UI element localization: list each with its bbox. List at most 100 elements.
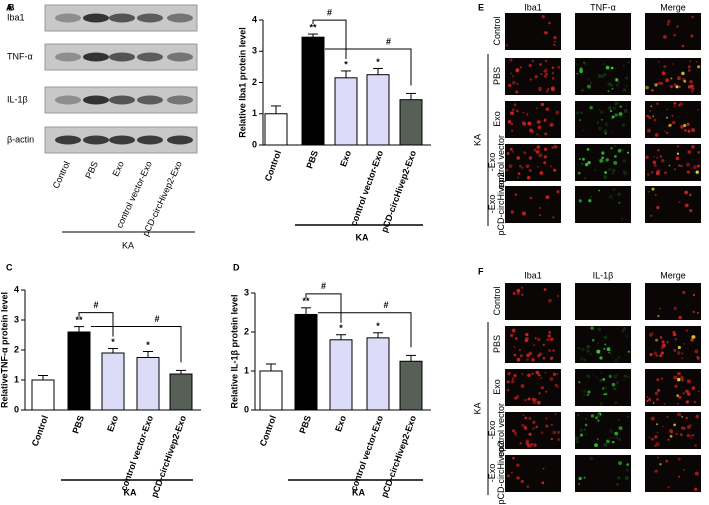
cell xyxy=(529,444,532,448)
cell xyxy=(600,110,604,114)
cell xyxy=(647,128,651,133)
cell xyxy=(673,83,677,87)
cell xyxy=(607,106,612,111)
cell xyxy=(538,120,542,124)
cell xyxy=(555,146,558,149)
cell xyxy=(548,349,551,352)
cell xyxy=(604,171,607,174)
micrograph xyxy=(575,101,631,138)
cell xyxy=(537,373,541,377)
cell xyxy=(594,443,598,447)
cell xyxy=(657,148,660,152)
cell xyxy=(686,379,691,384)
cell xyxy=(685,329,688,332)
y-tick-label: 0 xyxy=(244,404,249,414)
cell xyxy=(579,433,584,437)
cell xyxy=(550,356,554,360)
cell xyxy=(603,348,606,350)
cell xyxy=(649,110,652,113)
cell xyxy=(612,436,615,439)
bar xyxy=(366,337,390,411)
cell xyxy=(681,379,684,382)
cell xyxy=(623,379,626,382)
cell xyxy=(600,352,603,355)
cell xyxy=(617,102,620,105)
cell xyxy=(506,152,510,155)
cell xyxy=(650,416,655,421)
cell xyxy=(522,122,527,126)
blot-band xyxy=(109,52,135,62)
cell xyxy=(606,347,611,352)
cell xyxy=(549,337,554,342)
cell xyxy=(671,63,674,65)
cell xyxy=(528,63,532,68)
significance-label: ** xyxy=(75,315,83,325)
cell xyxy=(535,107,538,110)
cell xyxy=(557,430,560,434)
cell xyxy=(544,132,548,136)
cell xyxy=(505,44,509,47)
bar xyxy=(259,370,283,411)
cell xyxy=(676,152,680,155)
comparison-label: # xyxy=(154,314,159,324)
cell xyxy=(650,105,653,108)
micrograph xyxy=(645,283,701,320)
cell xyxy=(625,354,628,356)
cell xyxy=(623,171,628,176)
cell xyxy=(613,144,617,148)
micrograph xyxy=(505,283,561,320)
y-tick-label: 1 xyxy=(14,374,19,384)
cell xyxy=(613,160,618,165)
y-tick-label: 2 xyxy=(252,77,257,87)
cell xyxy=(521,293,524,296)
cell xyxy=(505,168,509,172)
cell xyxy=(535,370,540,375)
cell xyxy=(584,62,588,66)
cell xyxy=(602,387,605,390)
row-label: pCD-circHivep2-Exo xyxy=(487,441,506,504)
cell xyxy=(545,72,548,75)
cell xyxy=(548,298,552,303)
cell xyxy=(587,78,590,81)
cell xyxy=(550,86,555,91)
cell xyxy=(509,111,513,115)
cell xyxy=(687,85,692,89)
cell xyxy=(651,187,655,191)
cell xyxy=(676,394,680,397)
cell xyxy=(612,387,617,391)
y-tick-label: 0 xyxy=(252,139,257,149)
x-tick-label: pCD-circHivep2-Exo xyxy=(149,414,188,499)
cell xyxy=(529,78,532,81)
cell xyxy=(543,161,547,165)
cell xyxy=(681,352,684,355)
bar xyxy=(101,352,125,411)
cell xyxy=(522,211,526,216)
micrograph xyxy=(505,13,561,50)
cell xyxy=(645,85,649,90)
comparison-bracket xyxy=(91,326,182,363)
cell xyxy=(683,343,686,345)
cell xyxy=(583,476,586,479)
cell xyxy=(522,414,525,417)
cell xyxy=(531,357,535,362)
cell xyxy=(691,145,695,149)
cell xyxy=(683,80,687,83)
lane-label: PBS xyxy=(83,160,100,181)
cell xyxy=(647,398,652,402)
cell xyxy=(604,343,607,346)
cell xyxy=(543,288,547,291)
row-label: pCD-circHivep2-Exo xyxy=(487,172,506,235)
cell xyxy=(515,90,519,94)
cell xyxy=(556,373,559,375)
cell xyxy=(675,432,678,435)
cell xyxy=(658,81,662,85)
y-tick-label: 2 xyxy=(244,326,249,336)
cell xyxy=(547,334,551,338)
cell xyxy=(578,199,582,203)
cell xyxy=(593,168,597,172)
cell xyxy=(647,190,650,193)
cell xyxy=(531,397,536,402)
cell xyxy=(674,168,676,171)
cell xyxy=(599,158,604,163)
cell xyxy=(513,103,517,107)
